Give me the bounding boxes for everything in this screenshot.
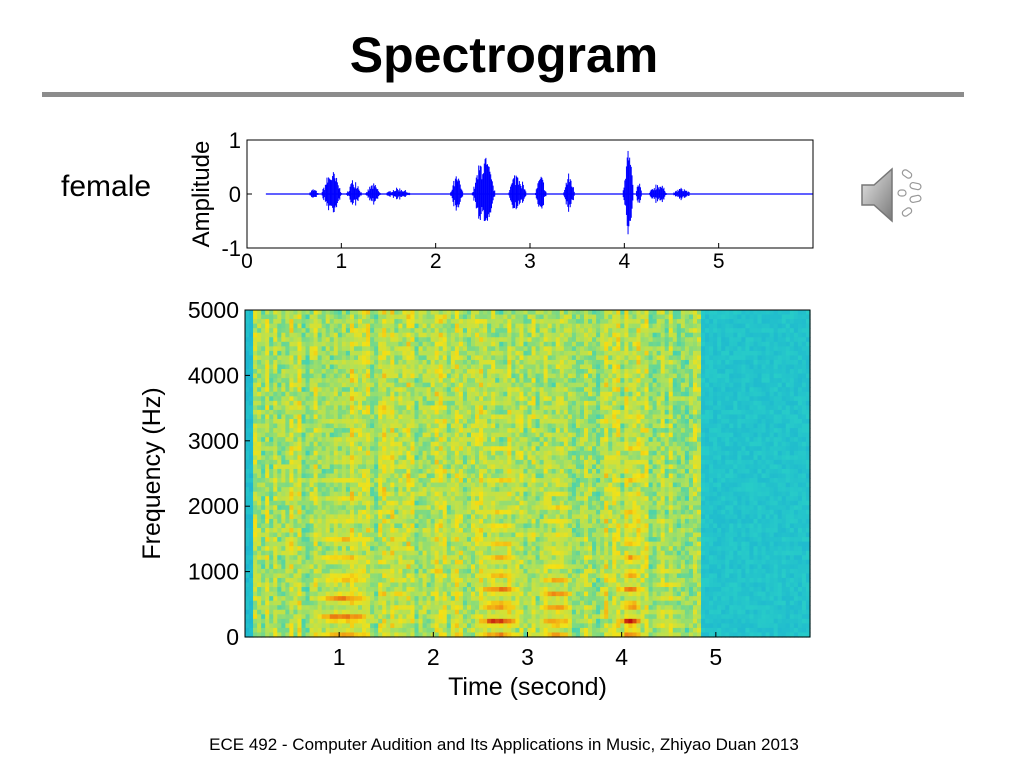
spectrogram-x-tick-label: 2 <box>427 644 440 670</box>
spectrogram-x-tick-label: 5 <box>709 644 722 670</box>
waveform-x-tick-label: 2 <box>430 250 442 273</box>
waveform-burst <box>346 180 363 206</box>
spectrogram-heatmap <box>245 310 811 638</box>
waveform-burst <box>308 189 320 198</box>
waveform-burst <box>648 184 669 203</box>
spectrogram-y-tick-label: 5000 <box>188 297 239 323</box>
waveform-x-tick-label: 5 <box>713 250 725 273</box>
slide-title: Spectrogram <box>349 27 659 83</box>
waveform-burst <box>535 176 548 209</box>
waveform-y-tick-label: 0 <box>229 182 241 207</box>
waveform-x-tick-label: 3 <box>524 250 536 273</box>
spectrogram-x-axis-label: Time (second) <box>448 673 607 701</box>
waveform-x-tick-label: 0 <box>241 250 253 273</box>
speaker-sound-icon[interactable] <box>858 163 930 227</box>
waveform-burst <box>671 187 692 201</box>
waveform-x-tick-label: 4 <box>618 250 630 273</box>
speaker-gender-label: female <box>61 170 152 203</box>
spectrogram-y-tick-label: 3000 <box>188 428 239 454</box>
waveform-burst <box>450 176 464 211</box>
spectrogram-x-tick-label: 4 <box>615 644 628 670</box>
spectrogram-y-tick-label: 4000 <box>188 362 239 388</box>
spectrogram-x-tick-label: 1 <box>333 644 346 670</box>
waveform-y-tick-label: 1 <box>229 128 241 153</box>
slide-footer: ECE 492 - Computer Audition and Its Appl… <box>209 735 799 754</box>
title-divider <box>42 92 964 97</box>
waveform-burst <box>471 157 497 222</box>
waveform-burst <box>384 187 413 200</box>
waveform-burst <box>365 183 382 205</box>
waveform-burst <box>563 173 576 212</box>
waveform-burst <box>635 183 643 203</box>
waveform-x-tick-label: 1 <box>335 250 347 273</box>
spectrogram-y-tick-label: 0 <box>226 624 239 650</box>
waveform-y-axis-label: Amplitude <box>188 141 215 248</box>
spectrogram-y-axis-label: Frequency (Hz) <box>138 387 166 559</box>
waveform-burst <box>320 172 343 213</box>
spectrogram-chart: 1 2 3 4 5 0 1000 2000 3000 4000 5000 Time (second) F… <box>138 297 811 701</box>
waveform-y-tick-label: -1 <box>221 236 241 261</box>
spectrogram-y-tick-label: 2000 <box>188 493 239 519</box>
spectrogram-x-tick-label: 3 <box>521 644 534 670</box>
spectrogram-y-tick-label: 1000 <box>188 559 239 585</box>
waveform-burst <box>507 175 528 210</box>
waveform-burst <box>622 150 635 235</box>
